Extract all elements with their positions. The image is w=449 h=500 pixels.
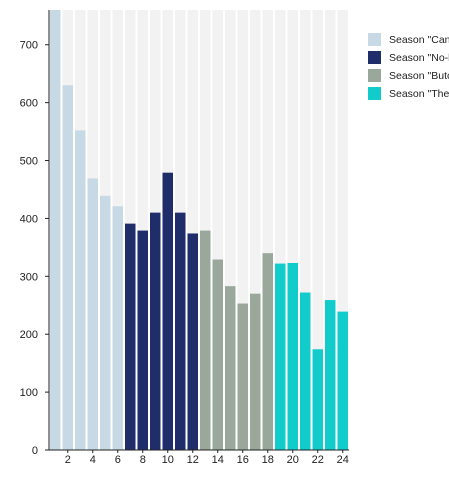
background-bar-24 <box>337 10 348 450</box>
legend-label-season-1: Season "Can <box>389 33 449 46</box>
y-tick-label-400: 400 <box>20 213 38 225</box>
y-tick-label-700: 700 <box>20 40 38 52</box>
legend-item-season-4: Season "The <box>368 86 449 101</box>
y-tick-label-500: 500 <box>20 156 38 168</box>
background-bar-16 <box>237 10 248 450</box>
x-tick-label-24: 24 <box>337 454 349 466</box>
legend-item-season-2: Season "No-l <box>368 50 449 65</box>
background-bar-19 <box>275 10 286 450</box>
bar-20 <box>287 263 298 450</box>
y-tick-label-100: 100 <box>20 387 38 399</box>
legend: Season "Can Season "No-l Season "Butc Se… <box>368 32 449 104</box>
background-bar-13 <box>200 10 211 450</box>
background-bar-12 <box>187 10 198 450</box>
bar-6 <box>112 206 123 450</box>
bar-17 <box>250 293 261 450</box>
x-tick-label-16: 16 <box>237 454 249 466</box>
bar-3 <box>75 130 86 450</box>
legend-label-season-3: Season "Butc <box>389 69 449 82</box>
background-bar-17 <box>250 10 261 450</box>
legend-swatch-season-1 <box>368 33 381 46</box>
y-tick-label-600: 600 <box>20 98 38 110</box>
background-bar-14 <box>212 10 223 450</box>
bar-23 <box>325 300 336 450</box>
bar-7 <box>125 223 136 450</box>
y-tick-label-300: 300 <box>20 271 38 283</box>
x-tick-label-20: 20 <box>287 454 299 466</box>
x-tick-label-10: 10 <box>162 454 174 466</box>
bar-19 <box>275 263 286 450</box>
bar-16 <box>237 303 248 450</box>
bar-2 <box>62 85 73 451</box>
legend-label-season-4: Season "The <box>389 87 449 100</box>
bar-14 <box>212 259 223 450</box>
bar-11 <box>175 212 186 450</box>
x-tick-label-4: 4 <box>90 454 96 466</box>
legend-swatch-season-2 <box>368 51 381 64</box>
bar-8 <box>137 230 148 450</box>
bar-24 <box>337 311 348 450</box>
bar-4 <box>87 178 98 450</box>
x-tick-label-14: 14 <box>212 454 224 466</box>
background-bar-8 <box>137 10 148 450</box>
bar-1 <box>50 10 61 450</box>
x-tick-label-8: 8 <box>140 454 146 466</box>
data-bars <box>50 10 348 451</box>
bar-15 <box>225 286 236 450</box>
x-tick-label-12: 12 <box>187 454 199 466</box>
background-bar-23 <box>325 10 336 450</box>
legend-swatch-season-4 <box>368 87 381 100</box>
legend-item-season-1: Season "Can <box>368 32 449 47</box>
y-tick-label-0: 0 <box>32 445 38 457</box>
background-bar-22 <box>312 10 323 450</box>
background-bar-20 <box>287 10 298 450</box>
y-tick-label-200: 200 <box>20 329 38 341</box>
bar-5 <box>100 195 111 450</box>
bar-12 <box>187 233 198 450</box>
legend-label-season-2: Season "No-l <box>389 51 449 64</box>
legend-item-season-3: Season "Butc <box>368 68 449 83</box>
x-tick-label-2: 2 <box>65 454 71 466</box>
x-tick-label-22: 22 <box>312 454 324 466</box>
background-bar-21 <box>300 10 311 450</box>
bar-9 <box>150 212 161 450</box>
bar-13 <box>200 230 211 450</box>
bar-18 <box>262 253 273 450</box>
background-bar-15 <box>225 10 236 450</box>
background-bar-18 <box>262 10 273 450</box>
legend-swatch-season-3 <box>368 69 381 82</box>
bar-10 <box>162 172 173 450</box>
bar-21 <box>300 292 311 450</box>
x-tick-label-18: 18 <box>262 454 274 466</box>
x-tick-label-6: 6 <box>115 454 121 466</box>
bar-22 <box>312 349 323 450</box>
